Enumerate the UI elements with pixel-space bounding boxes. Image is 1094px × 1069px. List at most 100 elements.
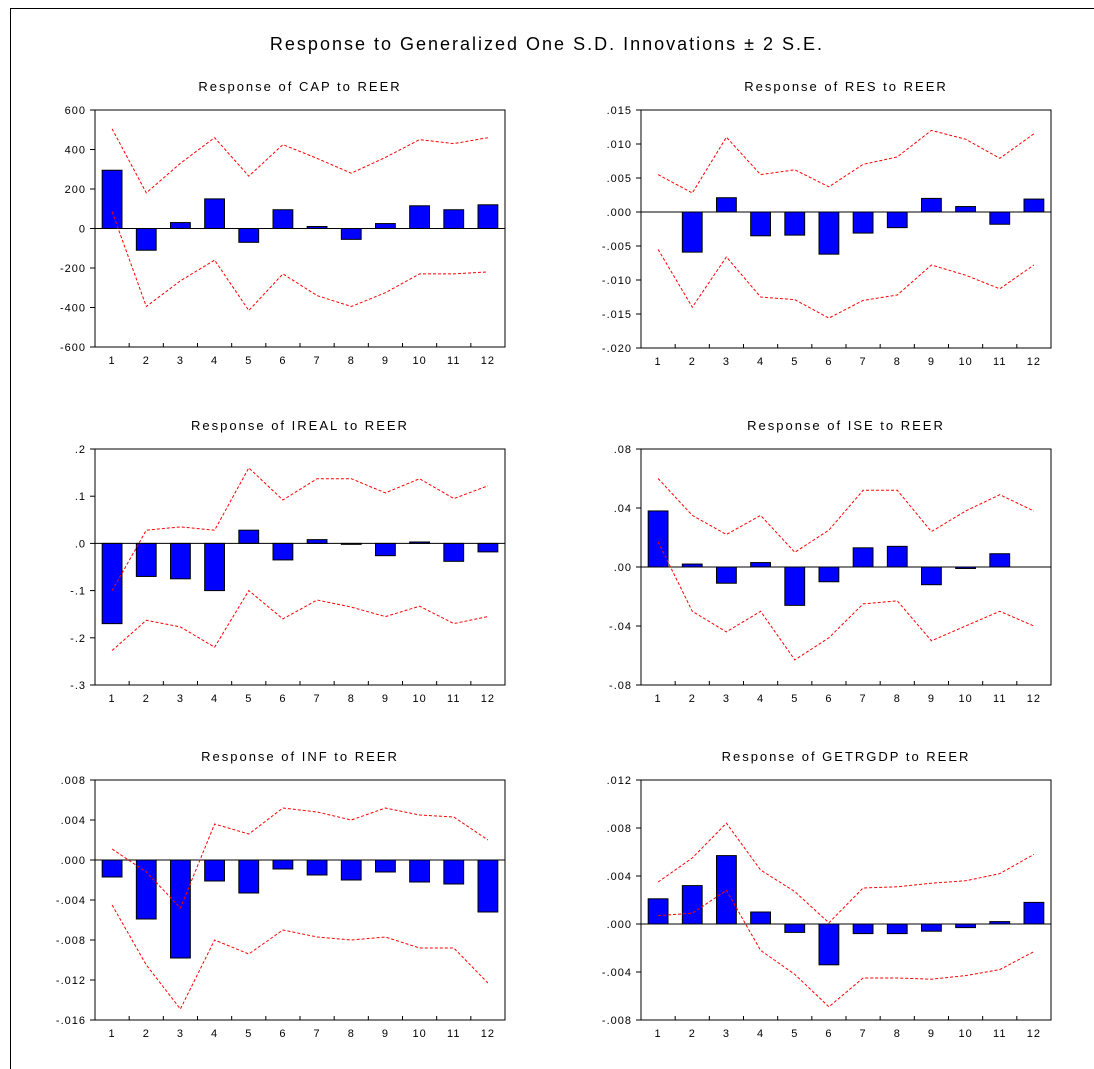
x-tick-label: 11 (447, 1028, 460, 1040)
x-tick-label: 3 (723, 693, 730, 705)
y-tick-label: -200 (60, 263, 86, 275)
bar (135, 859, 157, 920)
y-tick-label: -.005 (602, 241, 632, 253)
y-tick-label: .000 (61, 855, 86, 867)
bar (409, 859, 430, 883)
x-tick-label: 6 (279, 693, 286, 705)
bar (989, 553, 1011, 568)
panel-title: Response of ISE to REER (747, 418, 945, 433)
x-tick-label: 9 (382, 1028, 389, 1040)
bar (443, 542, 465, 562)
bar (272, 209, 294, 230)
y-tick-label: .08 (614, 444, 632, 456)
x-tick-label: 5 (791, 693, 798, 705)
y-tick-label: -.04 (609, 621, 632, 633)
x-tick-label: 2 (143, 1028, 150, 1040)
bar (135, 228, 157, 251)
y-tick-label: .0 (75, 538, 86, 550)
y-tick-label: 0 (79, 224, 86, 236)
panel-2: Response of RES to REER -.020 -.015 -.010 -.… (602, 79, 1052, 368)
x-tick-label: 2 (143, 355, 150, 367)
band-lower-line (111, 589, 489, 651)
bar (989, 211, 1011, 225)
bar (375, 542, 396, 557)
x-tick-label: 4 (757, 356, 764, 368)
y-tick-label: -.1 (70, 586, 86, 598)
bar (272, 542, 294, 561)
bar (750, 562, 771, 568)
band-lower-line (658, 889, 1035, 1008)
y-tick-label: .00 (614, 562, 632, 574)
x-tick-label: 7 (860, 356, 867, 368)
y-tick-label: -.020 (602, 343, 632, 355)
panel-title: Response of CAP to REER (198, 79, 401, 94)
x-tick-label: 10 (412, 693, 426, 705)
x-tick-label: 12 (481, 693, 495, 705)
y-tick-label: -.010 (602, 275, 632, 287)
x-tick-label: 10 (958, 356, 972, 368)
panel-3: Response of IREAL to REER -.3 -.2 -.1 .0 .1 .2… (70, 418, 506, 705)
x-tick-label: 7 (860, 693, 867, 705)
x-tick-label: 3 (177, 1028, 184, 1040)
y-tick-label: .1 (75, 491, 86, 503)
band-lower-line (111, 211, 488, 312)
bar (443, 859, 465, 885)
x-tick-label: 3 (177, 693, 184, 705)
y-tick-label: .012 (607, 775, 632, 787)
bar (886, 545, 908, 568)
x-tick-label: 12 (481, 355, 495, 367)
bar (647, 898, 669, 925)
x-tick-label: 4 (211, 693, 218, 705)
band-upper-line (111, 807, 489, 909)
x-tick-label: 6 (825, 1028, 832, 1040)
bar (135, 542, 157, 577)
x-tick-label: 6 (279, 355, 286, 367)
bar (375, 223, 396, 229)
panel-1: Response of CAP to REER -600 -400 -200 0 200 4… (60, 79, 506, 367)
y-tick-label: -600 (60, 342, 86, 354)
x-tick-label: 11 (993, 356, 1006, 368)
bar (170, 222, 191, 229)
y-tick-label: -.016 (56, 1015, 86, 1027)
bar (921, 197, 942, 213)
panel-6: Response of GETRGDP to REER -.008 -.004 .00… (602, 749, 1052, 1040)
bar (818, 923, 840, 966)
bar (1023, 198, 1045, 213)
bar (921, 566, 942, 586)
y-tick-label: .008 (607, 823, 632, 835)
panel-title: Response of INF to REER (201, 749, 399, 764)
x-tick-label: 10 (412, 355, 426, 367)
bar (681, 885, 703, 925)
band-lower-line (657, 249, 1035, 319)
x-tick-label: 11 (447, 355, 460, 367)
x-tick-label: 10 (958, 1028, 972, 1040)
y-tick-label: .015 (607, 105, 632, 117)
bar (818, 211, 840, 255)
band-upper-line (657, 822, 1035, 924)
y-tick-label: .010 (607, 139, 632, 151)
x-tick-label: 9 (928, 356, 935, 368)
bar (204, 542, 225, 592)
bar (750, 211, 771, 237)
bar (477, 542, 499, 553)
bar (238, 859, 260, 894)
x-tick-label: 1 (109, 1028, 116, 1040)
x-tick-label: 5 (245, 1028, 252, 1040)
bar (716, 197, 737, 213)
x-tick-label: 6 (825, 693, 832, 705)
bar (477, 204, 499, 230)
bar (375, 859, 396, 873)
bar (340, 859, 362, 881)
x-tick-label: 3 (177, 355, 184, 367)
bar (716, 566, 737, 584)
bar (852, 923, 874, 935)
y-tick-label: .000 (607, 207, 632, 219)
y-tick-label: .008 (61, 775, 86, 787)
y-tick-label: -.004 (56, 895, 86, 907)
x-tick-label: 7 (860, 1028, 867, 1040)
bar (955, 923, 976, 929)
x-tick-label: 2 (689, 356, 696, 368)
x-tick-label: 5 (791, 1028, 798, 1040)
bar (170, 542, 191, 580)
x-tick-label: 7 (314, 355, 321, 367)
